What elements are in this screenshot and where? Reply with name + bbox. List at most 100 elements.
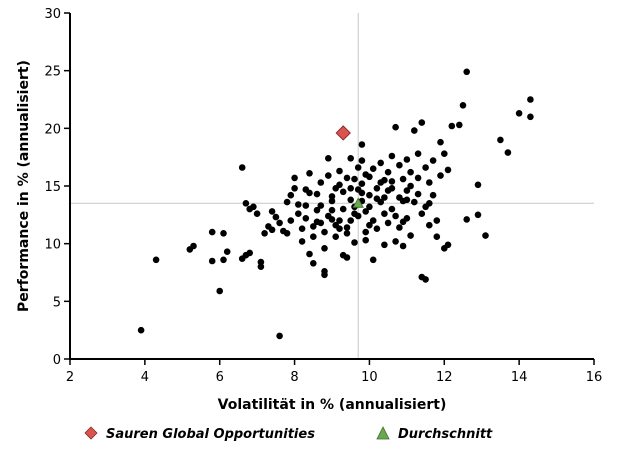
axes xyxy=(69,13,594,360)
data-point xyxy=(354,212,362,220)
data-point xyxy=(426,221,433,229)
data-point xyxy=(310,260,317,267)
data-point xyxy=(343,224,351,231)
legend-item-average[interactable]: Durchschnitt xyxy=(376,426,493,442)
data-point xyxy=(384,219,392,227)
data-point xyxy=(321,245,328,252)
y-tick-label: 15 xyxy=(44,180,61,195)
data-point xyxy=(246,249,253,257)
data-point xyxy=(366,203,373,211)
data-point xyxy=(437,172,444,179)
data-point xyxy=(220,230,227,237)
data-point xyxy=(437,138,444,146)
data-point xyxy=(407,168,414,176)
data-point xyxy=(497,136,504,144)
data-point xyxy=(250,203,257,211)
y-tick-label: 25 xyxy=(44,65,61,80)
data-point xyxy=(377,159,385,167)
data-point xyxy=(261,230,268,237)
data-point xyxy=(336,167,343,175)
data-point xyxy=(381,241,388,249)
data-point xyxy=(317,179,325,186)
data-point xyxy=(295,210,302,217)
data-point xyxy=(321,268,328,275)
data-point xyxy=(433,217,441,224)
data-point xyxy=(474,181,482,189)
data-point xyxy=(463,216,471,223)
data-point xyxy=(336,181,343,189)
data-point xyxy=(441,150,448,157)
fund-diamond-marker[interactable] xyxy=(335,125,351,141)
x-tick-label: 8 xyxy=(290,370,298,385)
data-point xyxy=(366,173,373,181)
data-point xyxy=(418,210,426,217)
data-point xyxy=(351,175,358,183)
data-point xyxy=(373,185,381,192)
x-tick-label: 12 xyxy=(436,370,453,385)
data-point xyxy=(362,236,370,244)
y-tick-label: 5 xyxy=(53,295,61,310)
data-point xyxy=(208,228,216,236)
data-point xyxy=(343,230,351,237)
data-point xyxy=(242,200,250,207)
data-point xyxy=(238,164,246,171)
x-tick-label: 6 xyxy=(216,370,224,385)
data-points xyxy=(137,68,534,340)
data-point xyxy=(504,149,512,156)
y-axis-ticks: 0 5 10 15 20 25 30 xyxy=(44,7,70,368)
data-point xyxy=(339,205,347,213)
data-point xyxy=(373,225,381,232)
data-point xyxy=(208,257,216,265)
data-point xyxy=(313,206,321,214)
data-point xyxy=(369,217,377,224)
y-tick-label: 20 xyxy=(44,122,61,137)
data-point xyxy=(403,156,411,163)
data-point xyxy=(325,172,332,179)
data-point xyxy=(287,191,295,199)
data-point xyxy=(343,254,351,261)
data-point xyxy=(392,212,399,220)
x-tick-label: 16 xyxy=(586,370,603,385)
data-point xyxy=(298,225,306,232)
data-point xyxy=(426,179,433,186)
y-axis-title: Performance in % (annualisiert) xyxy=(16,60,32,312)
data-point xyxy=(373,195,381,202)
data-point xyxy=(399,242,407,250)
y-tick-label: 10 xyxy=(44,238,61,253)
data-point xyxy=(362,208,370,215)
data-point xyxy=(216,287,223,295)
data-point xyxy=(527,113,534,121)
data-point xyxy=(313,218,321,226)
data-point xyxy=(384,168,392,176)
data-point xyxy=(336,217,343,224)
data-point xyxy=(388,185,396,192)
data-point xyxy=(414,190,422,198)
data-point xyxy=(426,200,433,207)
data-point xyxy=(433,233,441,240)
data-point xyxy=(223,248,231,255)
data-point xyxy=(287,217,295,224)
data-point xyxy=(444,166,452,174)
data-point xyxy=(358,180,366,187)
data-point xyxy=(456,121,463,129)
data-point xyxy=(381,210,388,217)
data-point xyxy=(388,152,396,160)
data-point xyxy=(257,258,265,266)
data-point xyxy=(306,250,313,258)
data-point xyxy=(399,218,407,226)
data-point xyxy=(257,263,265,271)
data-point xyxy=(321,228,328,236)
legend-item-fund[interactable]: Sauren Global Opportunities xyxy=(84,426,315,442)
legend-label-average: Durchschnitt xyxy=(398,427,493,442)
crosshair xyxy=(70,13,594,359)
data-point xyxy=(283,230,291,237)
data-point xyxy=(403,187,411,194)
x-tick-label: 10 xyxy=(361,370,378,385)
data-point xyxy=(422,276,429,283)
data-point xyxy=(429,191,437,199)
data-point xyxy=(399,175,407,183)
data-point xyxy=(396,161,403,169)
data-point xyxy=(313,190,321,198)
data-point xyxy=(336,225,343,232)
